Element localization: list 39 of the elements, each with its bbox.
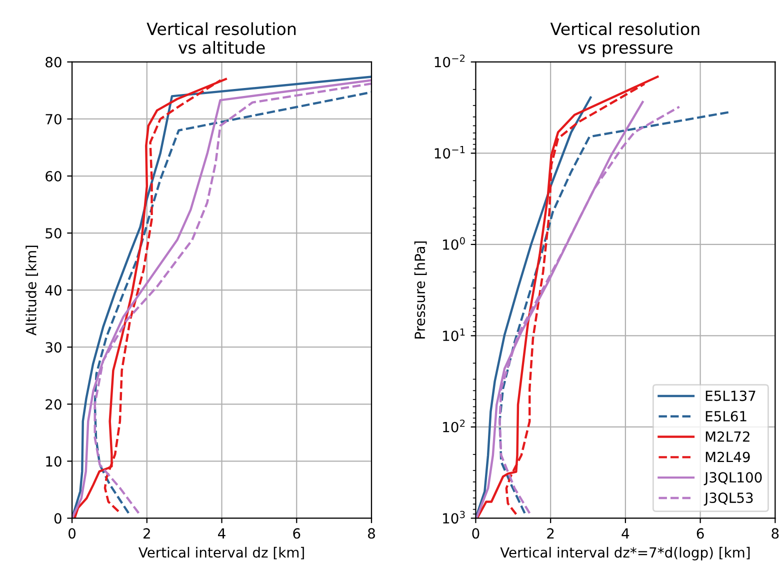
y-tick-label: 70 <box>46 114 62 124</box>
y-axis-title: Altitude [km] <box>26 246 38 336</box>
y-axis-title: Pressure [hPa] <box>414 241 427 339</box>
x-tick-label: 6 <box>293 528 300 539</box>
y-tick-label: 50 <box>46 228 62 239</box>
y-tick-label: 10 <box>46 456 62 467</box>
y-tick-label: 30 <box>46 342 62 353</box>
chart-title: Vertical resolution vs altitude <box>146 22 296 54</box>
y-tick-label: 40 <box>45 285 62 296</box>
y-tick-label: 10$^{−2}$ <box>434 54 465 68</box>
y-tick-label: 10$^{2}$ <box>443 420 465 432</box>
x-tick-label: 0 <box>472 528 480 539</box>
y-tick-label: 10$^{0}$ <box>443 237 465 250</box>
x-tick-label: 4 <box>622 528 630 538</box>
y-tick-label: 20 <box>46 399 62 410</box>
line-series <box>505 82 646 516</box>
x-tick-label: 8 <box>368 528 375 539</box>
x-axis-title: Vertical interval dz [km] <box>138 546 304 560</box>
legend-label: M2L49 <box>706 452 750 462</box>
chart-title: Vertical resolution vs pressure <box>550 22 700 58</box>
x-tick-label: 4 <box>218 528 226 538</box>
x-tick-label: 8 <box>772 528 779 539</box>
y-tick-label: 0 <box>54 513 62 524</box>
legend-label: J3QL53 <box>704 492 753 506</box>
legend-label: E5L61 <box>706 410 746 422</box>
line-series <box>74 78 227 518</box>
y-tick-label: 10$^{3}$ <box>443 510 465 524</box>
y-tick-label: 10$^{1}$ <box>443 328 465 342</box>
y-tick-label: 10$^{−1}$ <box>434 146 465 159</box>
x-tick-label: 0 <box>68 528 76 539</box>
x-tick-label: 2 <box>547 528 554 538</box>
legend-label: E5L137 <box>706 390 756 402</box>
y-tick-label: 80 <box>46 56 62 68</box>
legend-label: J3QL100 <box>704 472 762 486</box>
y-tick-label: 60 <box>46 170 62 182</box>
legend-label: M2L72 <box>706 431 750 442</box>
x-tick-label: 6 <box>696 528 704 539</box>
x-tick-label: 2 <box>144 528 150 538</box>
x-axis-title: Vertical interval dz*=7*d(logp) [km] <box>500 546 750 560</box>
